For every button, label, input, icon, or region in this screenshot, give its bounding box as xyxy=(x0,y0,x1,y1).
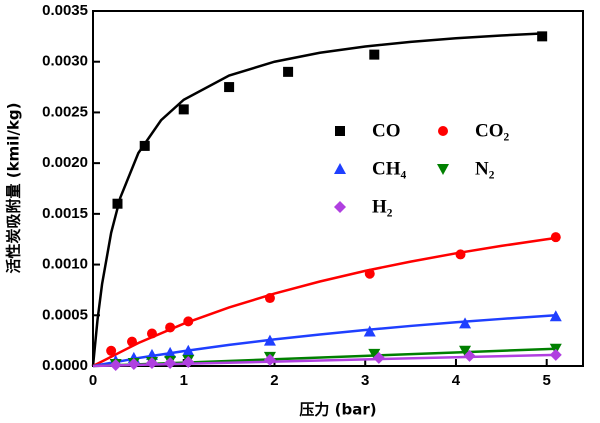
point xyxy=(112,198,123,209)
point xyxy=(178,104,189,115)
point xyxy=(369,49,380,60)
point xyxy=(182,344,195,356)
point xyxy=(264,293,275,304)
point xyxy=(550,232,561,243)
legend-label: CH₄ xyxy=(372,158,407,179)
y-tick-label: 0.0020 xyxy=(42,154,88,171)
point xyxy=(549,310,562,322)
legend-label: H₂ xyxy=(372,196,393,217)
point xyxy=(164,346,177,358)
y-tick-label: 0.0015 xyxy=(42,205,88,222)
point xyxy=(364,268,375,279)
x-axis-title: 压力 (bar) xyxy=(299,401,376,419)
point xyxy=(127,336,138,347)
y-tick-label: 0.0000 xyxy=(42,357,88,374)
point xyxy=(368,348,381,360)
point xyxy=(146,328,157,339)
point xyxy=(106,345,117,356)
legend-marker xyxy=(437,164,449,175)
fit-line xyxy=(92,314,556,368)
point xyxy=(182,355,195,368)
legend-marker xyxy=(334,163,346,174)
point xyxy=(224,82,235,93)
x-tick-label: 0 xyxy=(89,372,97,389)
y-axis-title: 活性炭吸附量 (kmil/kg) xyxy=(5,102,23,273)
fit-line xyxy=(91,31,547,367)
x-tick-label: 2 xyxy=(270,372,278,389)
y-tick-label: 0.0005 xyxy=(42,306,88,323)
legend-marker xyxy=(438,126,448,136)
legend-label: CO₂ xyxy=(475,120,510,141)
legend-label: N₂ xyxy=(475,158,495,179)
point xyxy=(139,140,150,151)
y-tick-label: 0.0010 xyxy=(42,256,88,273)
plot-frame xyxy=(92,10,584,367)
point xyxy=(537,31,548,42)
point xyxy=(145,356,158,369)
point xyxy=(263,334,276,346)
y-tick-label: 0.0030 xyxy=(42,53,88,70)
fit-line xyxy=(92,236,556,368)
legend-marker xyxy=(335,126,345,136)
x-tick-label: 5 xyxy=(543,372,551,389)
point xyxy=(283,66,294,77)
point xyxy=(109,358,122,371)
point xyxy=(164,356,177,369)
point xyxy=(463,349,476,362)
y-tick-label: 0.0025 xyxy=(42,103,88,120)
point xyxy=(165,322,176,333)
legend-label: CO xyxy=(372,120,401,141)
point xyxy=(455,249,466,260)
legend-marker xyxy=(334,201,346,213)
point xyxy=(549,348,562,361)
point xyxy=(263,353,276,366)
x-tick-label: 1 xyxy=(180,372,188,389)
point xyxy=(459,317,472,329)
x-tick-label: 4 xyxy=(452,372,461,389)
point xyxy=(183,316,194,327)
point xyxy=(363,325,376,337)
point xyxy=(459,345,472,357)
x-tick-label: 3 xyxy=(361,372,369,389)
y-tick-label: 0.0035 xyxy=(42,2,88,19)
point xyxy=(127,357,140,370)
point xyxy=(372,351,385,364)
